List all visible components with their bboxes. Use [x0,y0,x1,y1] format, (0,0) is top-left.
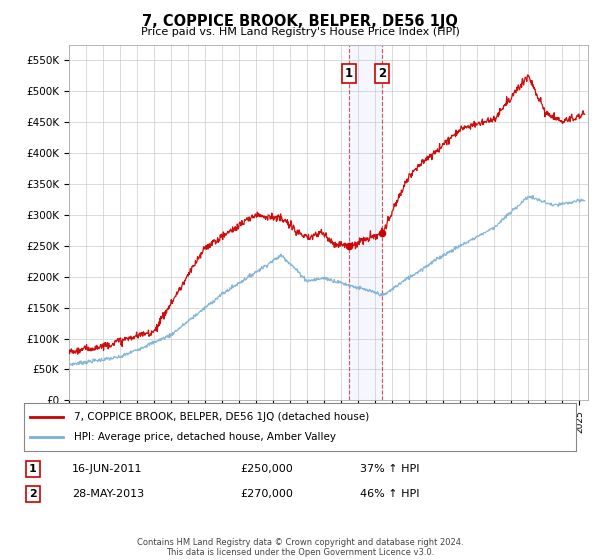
Text: 46% ↑ HPI: 46% ↑ HPI [360,489,419,499]
Text: 37% ↑ HPI: 37% ↑ HPI [360,464,419,474]
Text: 1: 1 [345,67,353,81]
Text: 7, COPPICE BROOK, BELPER, DE56 1JQ (detached house): 7, COPPICE BROOK, BELPER, DE56 1JQ (deta… [74,412,369,422]
Bar [349,45,382,400]
Text: HPI: Average price, detached house, Amber Valley: HPI: Average price, detached house, Ambe… [74,432,335,442]
Text: 7, COPPICE BROOK, BELPER, DE56 1JQ: 7, COPPICE BROOK, BELPER, DE56 1JQ [142,14,458,29]
Text: 2: 2 [29,489,37,499]
Text: 28-MAY-2013: 28-MAY-2013 [72,489,144,499]
Text: £250,000: £250,000 [240,464,293,474]
Text: 2: 2 [378,67,386,81]
Text: 16-JUN-2011: 16-JUN-2011 [72,464,143,474]
Text: Contains HM Land Registry data © Crown copyright and database right 2024.
This d: Contains HM Land Registry data © Crown c… [137,538,463,557]
Text: 1: 1 [29,464,37,474]
Text: £270,000: £270,000 [240,489,293,499]
Text: Price paid vs. HM Land Registry's House Price Index (HPI): Price paid vs. HM Land Registry's House … [140,27,460,37]
